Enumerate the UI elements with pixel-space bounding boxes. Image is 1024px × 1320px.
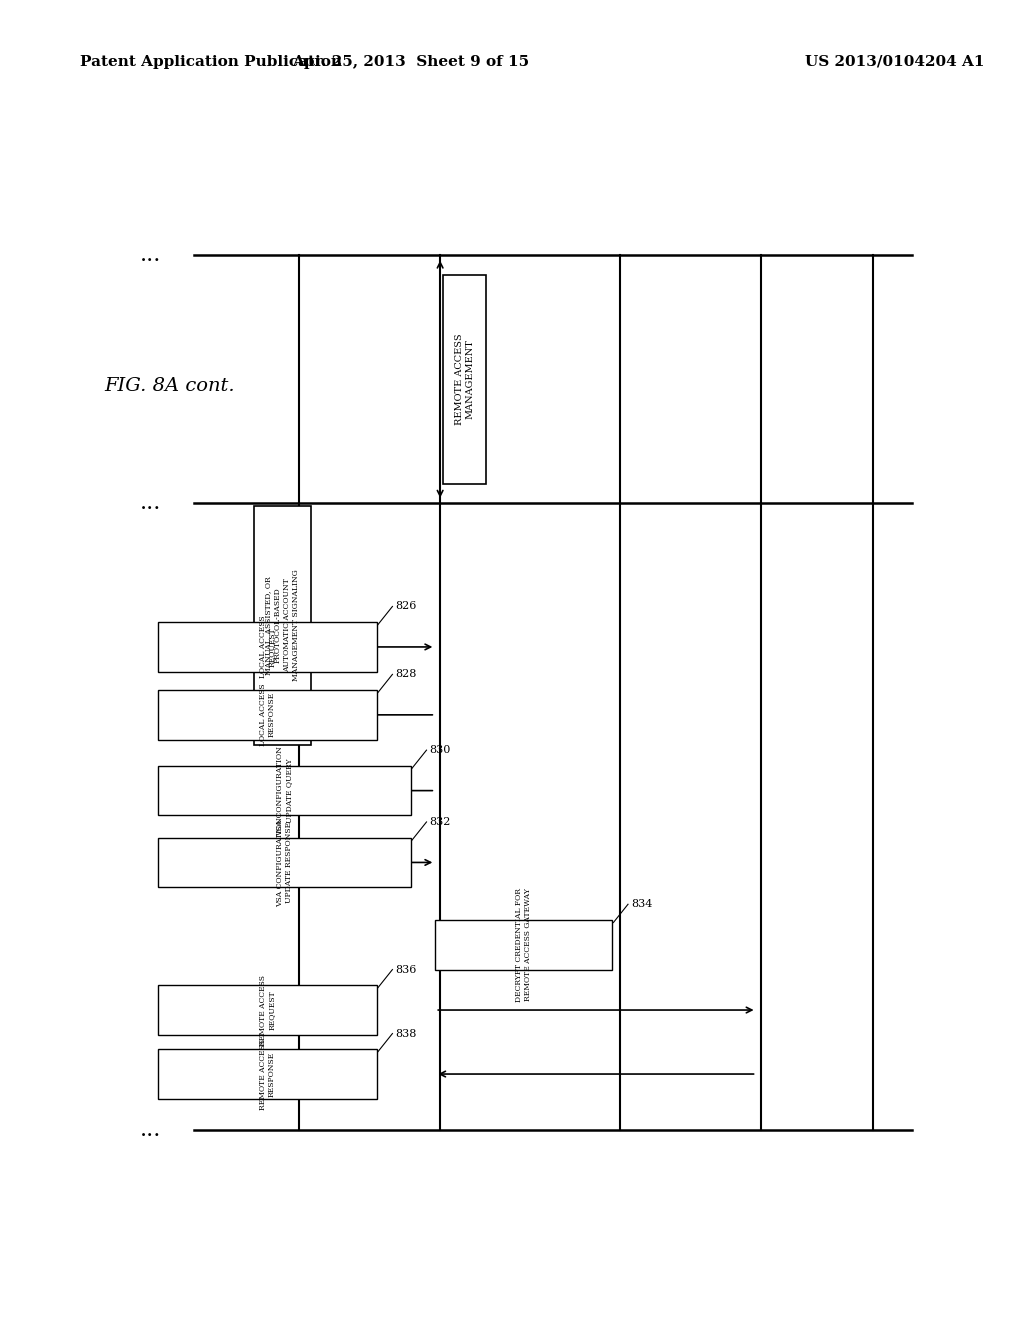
Text: 838: 838	[395, 1028, 417, 1039]
FancyBboxPatch shape	[158, 1049, 377, 1098]
FancyBboxPatch shape	[254, 506, 310, 744]
Text: REMOTE ACCESS
RESPONSE: REMOTE ACCESS RESPONSE	[259, 1039, 275, 1110]
Text: MANUAL, ASSISTED, OR
PROTOCOL-BASED
AUTOMATIC ACCOUNT
MANAGEMENT SIGNALING: MANUAL, ASSISTED, OR PROTOCOL-BASED AUTO…	[264, 569, 300, 681]
FancyBboxPatch shape	[158, 838, 411, 887]
Text: 830: 830	[429, 744, 451, 755]
Text: 828: 828	[395, 669, 417, 680]
FancyBboxPatch shape	[158, 622, 377, 672]
Text: 836: 836	[395, 965, 417, 974]
Text: Apr. 25, 2013  Sheet 9 of 15: Apr. 25, 2013 Sheet 9 of 15	[293, 55, 529, 69]
Text: REMOTE ACCESS
MANAGEMENT: REMOTE ACCESS MANAGEMENT	[455, 334, 474, 425]
Text: REMOTE ACCESS
REQUEST: REMOTE ACCESS REQUEST	[259, 974, 275, 1045]
Text: LOCAL ACCESS
RESPONSE: LOCAL ACCESS RESPONSE	[259, 684, 275, 746]
FancyBboxPatch shape	[442, 275, 486, 483]
FancyBboxPatch shape	[158, 985, 377, 1035]
Text: VSA CONFIGURATION
UPDATE QUERY: VSA CONFIGURATION UPDATE QUERY	[275, 746, 293, 836]
FancyBboxPatch shape	[158, 690, 377, 739]
Text: 832: 832	[429, 817, 451, 826]
Text: US 2013/0104204 A1: US 2013/0104204 A1	[805, 55, 985, 69]
Text: ...: ...	[140, 492, 162, 515]
FancyBboxPatch shape	[158, 766, 411, 816]
Text: 834: 834	[631, 899, 652, 909]
Text: FIG. 8A cont.: FIG. 8A cont.	[104, 376, 234, 395]
Text: VSA CONFIGURATION
UPDATE RESPONSE: VSA CONFIGURATION UPDATE RESPONSE	[275, 817, 293, 907]
Text: ...: ...	[140, 1119, 162, 1142]
Text: LOCAL ACCESS
REQUEST: LOCAL ACCESS REQUEST	[259, 615, 275, 678]
FancyBboxPatch shape	[435, 920, 612, 970]
Text: Patent Application Publication: Patent Application Publication	[80, 55, 342, 69]
Text: ...: ...	[140, 244, 162, 267]
Text: DECRYPT CREDENTIAL FOR
REMOTE ACCESS GATEWAY: DECRYPT CREDENTIAL FOR REMOTE ACCESS GAT…	[515, 888, 532, 1002]
Text: 826: 826	[395, 602, 417, 611]
